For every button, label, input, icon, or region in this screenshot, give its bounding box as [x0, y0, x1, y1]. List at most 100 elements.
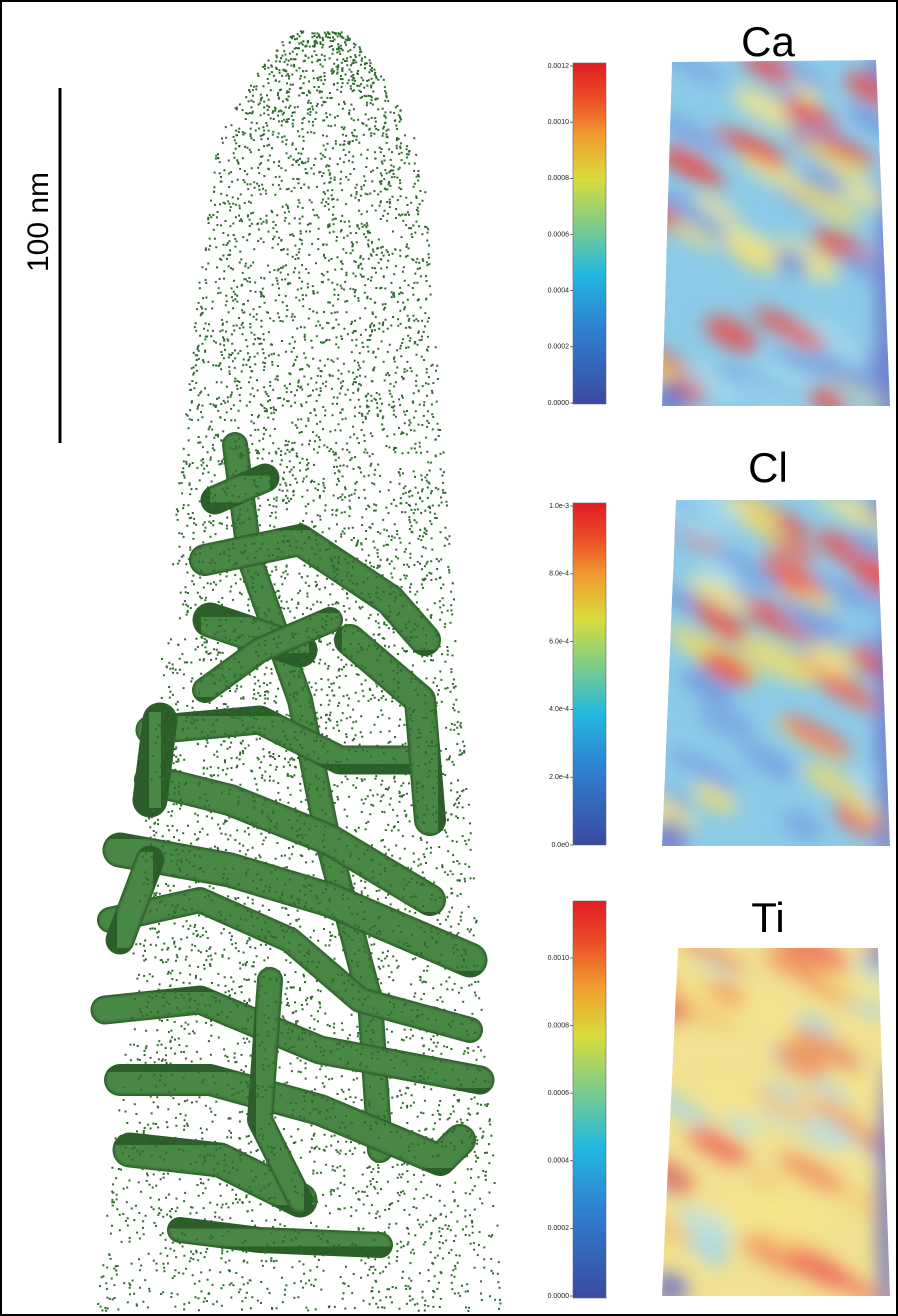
heatmap-blob	[733, 377, 799, 406]
map-panel: Ti 0.0000 0.0002 0.0004 0.0006 0.0008 0.0010	[548, 894, 890, 1300]
iso-band	[336, 626, 444, 834]
colorbar-tick-label: 0.0000	[548, 400, 570, 407]
colorbar-tick-label: 4.0e-4	[549, 706, 569, 713]
heatmap-blob	[808, 386, 846, 406]
heatmap-blob	[849, 530, 887, 560]
colorbar-tick-label: 0.0012	[548, 63, 570, 70]
colorbar-tick-label: 2.0e-4	[549, 774, 569, 781]
heatmap-blob	[813, 500, 878, 527]
heatmap-blob	[701, 1077, 754, 1111]
heatmap-blob	[698, 702, 755, 741]
panel-title: Cl	[748, 444, 788, 491]
colorbar-tick-label: 0.0004	[548, 1158, 570, 1165]
colorbar-tick-label: 0.0002	[548, 1225, 570, 1232]
heatmap-blob	[791, 1028, 863, 1071]
heatmap-blob	[776, 345, 813, 372]
colorbar-tick-label: 0.0004	[548, 288, 570, 295]
heatmap-blob	[775, 948, 849, 973]
map-panel: Ca 0.0000 0.0002 0.0004 0.0006 0.0008 0.0010 0.…	[548, 18, 890, 407]
heatmap-blob	[728, 1191, 806, 1239]
heatmap-blob	[781, 715, 853, 757]
colorbar-tick-label: 0.0008	[548, 1022, 570, 1029]
heatmap-blob	[692, 783, 737, 814]
heatmap-blob	[694, 1198, 751, 1232]
colorbar-tick-label: 0.0008	[548, 175, 570, 182]
iso-band	[106, 1066, 474, 1174]
heatmap-blob	[807, 641, 854, 677]
heatmap-blob	[758, 1186, 830, 1232]
colorbar-tick-label: 0.0006	[548, 1090, 570, 1097]
colorbar-tick-label: 0.0002	[548, 344, 570, 351]
heatmap-blob	[662, 1157, 694, 1195]
heatmap-blob	[789, 100, 838, 130]
heatmap-blob	[746, 1169, 782, 1193]
iso-band	[136, 766, 444, 914]
heatmap-blob	[764, 1082, 803, 1108]
colorbar	[572, 900, 607, 1299]
heatmap-blob	[785, 180, 860, 225]
heatmap-blob	[724, 500, 780, 526]
heatmap-blob	[740, 741, 783, 772]
heatmap-blob	[761, 553, 815, 589]
heatmap-blob	[712, 126, 788, 169]
heatmap-blob	[817, 132, 878, 167]
heatmap-blob	[773, 247, 808, 277]
heatmap-blob	[670, 220, 719, 249]
heatmap-blob	[762, 359, 809, 388]
atom-cloud	[97, 30, 502, 1312]
heatmap-blob	[753, 307, 827, 351]
heatmap-blob	[802, 351, 881, 397]
heatmap-blob	[720, 224, 776, 260]
heatmap-blob	[780, 599, 844, 641]
map-panel: Cl 0.0e0 2.0e-4 4.0e-4 6.0e-4 8.0e-4 1.0e-3	[549, 444, 890, 849]
colorbar-tick-label: 0.0006	[548, 231, 570, 238]
iso-band	[249, 969, 311, 1211]
isosurface	[90, 432, 495, 1258]
iso-band	[134, 704, 176, 816]
heatmap-blob	[676, 948, 748, 974]
colorbar-tick-label: 0.0010	[548, 119, 570, 126]
heatmap-blob	[782, 810, 823, 842]
heatmap-blob	[805, 165, 850, 193]
iso-band	[194, 609, 341, 701]
iso-band	[114, 1134, 316, 1216]
heatmap-blob	[741, 1235, 806, 1275]
heatmap-blob	[788, 966, 857, 1005]
heatmap	[662, 500, 890, 846]
colorbar-tick-label: 1.0e-3	[549, 503, 569, 510]
heatmap-blob	[777, 1152, 846, 1193]
heatmap-blob	[742, 995, 797, 1028]
colorbar	[572, 62, 607, 405]
heatmap-blob	[813, 967, 878, 1005]
heatmap-blob	[701, 651, 753, 687]
heatmap-blob	[704, 315, 758, 353]
panel-title: Ca	[741, 18, 795, 65]
heatmap-blob	[713, 548, 786, 589]
heatmap-blob	[687, 1126, 749, 1166]
heatmap-blob	[736, 595, 814, 642]
panel-title: Ti	[751, 894, 784, 941]
iso-band	[169, 1219, 391, 1256]
heatmap-blob	[787, 1248, 849, 1289]
colorbar-tick-label: 8.0e-4	[549, 571, 569, 578]
heatmap-blob	[723, 1113, 759, 1138]
heatmap	[662, 948, 890, 1296]
heatmap-blob	[750, 1088, 815, 1127]
heatmap-blob	[662, 149, 727, 189]
heatmap-blob	[739, 636, 818, 685]
heatmap-blob	[796, 1013, 835, 1039]
iso-band	[202, 465, 278, 513]
heatmap-blob	[674, 983, 741, 1024]
iso-band	[99, 889, 481, 1041]
heatmap-blob	[680, 362, 740, 401]
scale-label: 100 nm	[22, 172, 55, 272]
heatmap-blob	[677, 1205, 734, 1243]
heatmap-blob	[741, 60, 791, 84]
iso-band	[104, 834, 486, 976]
heatmap-blobs	[662, 948, 890, 1296]
colorbar-tick-label: 6.0e-4	[549, 638, 569, 645]
heatmap-blob	[688, 574, 750, 613]
